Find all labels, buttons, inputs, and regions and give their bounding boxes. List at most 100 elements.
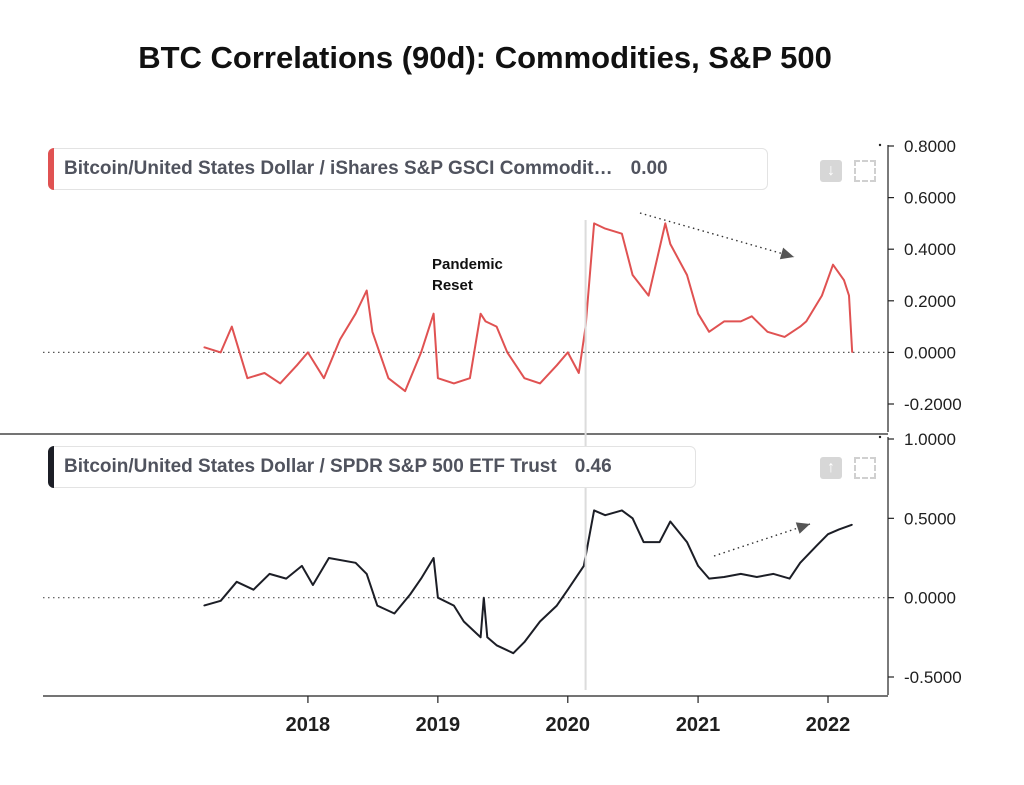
y-tick-label: 0.6000: [904, 189, 956, 208]
data-point: [296, 364, 298, 366]
data-point: [495, 644, 498, 646]
data-point: [788, 578, 791, 580]
trend-arrow-spy-head: [795, 522, 810, 534]
data-point: [669, 520, 671, 523]
data-point: [220, 351, 222, 353]
data-point: [593, 509, 595, 511]
data-point: [766, 331, 769, 333]
legend-commodities[interactable]: Bitcoin/United States Dollar / iShares S…: [48, 148, 768, 190]
x-tick-label: 2022: [806, 714, 851, 736]
y-tick-label: 0.0000: [904, 343, 956, 362]
data-point: [279, 382, 281, 384]
data-point: [556, 605, 558, 607]
data-point: [203, 346, 205, 348]
arrow-up-icon[interactable]: ↑: [820, 457, 842, 479]
data-point: [843, 279, 845, 281]
data-point: [437, 597, 439, 599]
data-point: [697, 313, 699, 315]
data-point: [686, 541, 688, 543]
trend-arrow-commodities-head: [779, 247, 794, 260]
data-point: [203, 605, 205, 607]
data-point: [479, 313, 482, 315]
data-point: [366, 289, 368, 292]
data-point: [604, 227, 606, 230]
data-point: [231, 326, 233, 328]
x-tick-label: 2021: [676, 714, 721, 736]
data-point: [220, 600, 222, 602]
data-point: [583, 565, 585, 567]
data-point: [495, 326, 498, 328]
data-point: [339, 338, 341, 341]
data-point: [740, 573, 742, 575]
data-point: [506, 351, 508, 353]
data-point: [838, 528, 840, 531]
data-point: [567, 589, 569, 591]
data-point: [593, 222, 595, 224]
data-point: [756, 576, 758, 578]
data-point: [371, 331, 373, 333]
data-point: [420, 578, 422, 580]
data-point: [328, 557, 330, 559]
series-line-spy: [203, 509, 853, 655]
data-point: [799, 326, 801, 328]
data-point: [708, 578, 710, 580]
data-point: [851, 524, 853, 526]
data-point: [523, 641, 525, 643]
x-tick-label: 2020: [546, 714, 591, 736]
fullscreen-icon[interactable]: [854, 457, 876, 479]
data-point: [664, 222, 666, 224]
fullscreen-icon[interactable]: [854, 160, 876, 182]
legend-name-spy: Bitcoin/United States Dollar / SPDR S&P …: [64, 456, 557, 477]
data-point: [621, 233, 623, 235]
arrow-down-icon[interactable]: ↓: [820, 160, 842, 182]
data-point: [539, 620, 541, 623]
y-tick-label: 0.2000: [904, 292, 956, 311]
legend-name-commodities: Bitcoin/United States Dollar / iShares S…: [64, 158, 613, 179]
axis-dot: [878, 143, 882, 147]
data-point: [621, 509, 623, 511]
data-point: [539, 382, 541, 384]
data-point: [697, 565, 699, 567]
data-point: [805, 320, 807, 323]
legend-value-spy: 0.46: [574, 456, 612, 477]
data-point: [484, 320, 487, 323]
data-point: [453, 382, 455, 384]
data-point: [821, 295, 823, 297]
data-point: [432, 313, 435, 315]
data-point: [708, 331, 710, 333]
data-point: [686, 274, 688, 276]
data-point: [523, 377, 525, 379]
legend-spy[interactable]: Bitcoin/United States Dollar / SPDR S&P …: [48, 446, 696, 488]
data-point: [783, 336, 786, 338]
data-point: [631, 517, 634, 519]
data-point: [556, 364, 558, 366]
data-point: [643, 541, 645, 543]
data-point: [751, 315, 753, 317]
y-tick-label: 0.5000: [904, 509, 956, 528]
data-point: [799, 562, 801, 564]
data-point: [669, 243, 671, 245]
y-tick-label: -0.2000: [904, 395, 962, 414]
data-point: [816, 544, 818, 546]
data-point: [355, 562, 357, 564]
data-point: [387, 377, 389, 379]
data-point: [827, 533, 829, 535]
data-point: [432, 557, 435, 559]
data-point: [604, 514, 606, 516]
pandemic-reset-annotation: Pandemic Reset: [432, 256, 503, 294]
data-point: [285, 578, 287, 580]
trend-arrow-commodities-line: [639, 212, 795, 258]
x-tick-label: 2018: [286, 714, 331, 736]
y-tick-label: -0.5000: [904, 668, 962, 687]
data-point: [453, 605, 455, 607]
data-point: [647, 295, 650, 297]
y-tick-label: 0.8000: [904, 137, 956, 156]
data-point: [312, 584, 314, 586]
data-point: [420, 351, 422, 353]
x-tick-label: 2019: [416, 714, 461, 736]
data-point: [723, 320, 725, 323]
legend-swatch-commodities: [48, 148, 54, 190]
data-point: [851, 351, 853, 353]
data-point: [848, 295, 850, 297]
series-line-commodities: [203, 222, 854, 393]
